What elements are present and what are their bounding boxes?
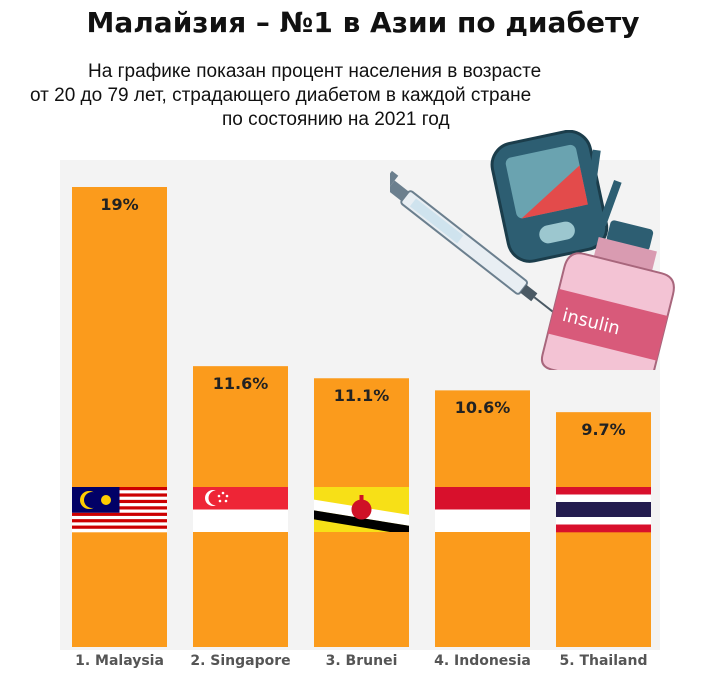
syringe-icon <box>390 170 572 327</box>
glucose-meter-icon <box>490 130 609 263</box>
category-label-2: 2. Singapore <box>190 653 291 669</box>
category-label-5: 5. Thailand <box>559 653 648 669</box>
brunei-flag-icon <box>314 487 409 532</box>
malaysia-flag-icon <box>72 487 167 533</box>
singapore-flag-icon <box>193 487 288 532</box>
value-label-3: 11.1% <box>333 386 390 406</box>
value-label-4: 10.6% <box>454 398 511 418</box>
category-label-3: 3. Brunei <box>325 653 398 669</box>
value-label-5: 9.7% <box>581 420 626 440</box>
value-label-2: 11.6% <box>212 374 269 394</box>
indonesia-flag-icon <box>435 487 530 532</box>
subtitle-line-3: по состоянию на 2021 год <box>222 109 450 130</box>
value-label-1: 19% <box>100 195 139 214</box>
subtitle-line-1: На графике показан процент населения в в… <box>88 61 542 82</box>
diabetes-illustration: insulin <box>390 130 675 370</box>
bar-1 <box>72 187 167 647</box>
category-label-4: 4. Indonesia <box>434 653 531 669</box>
chart-title: Малайзия – №1 в Азии по диабету <box>86 6 640 39</box>
category-label-1: 1. Malaysia <box>75 653 164 669</box>
thailand-flag-icon <box>556 487 651 533</box>
insulin-vial-icon: insulin <box>540 220 675 370</box>
test-strips-icon <box>587 149 622 226</box>
subtitle-line-2: от 20 до 79 лет, страдающего диабетом в … <box>30 85 532 106</box>
